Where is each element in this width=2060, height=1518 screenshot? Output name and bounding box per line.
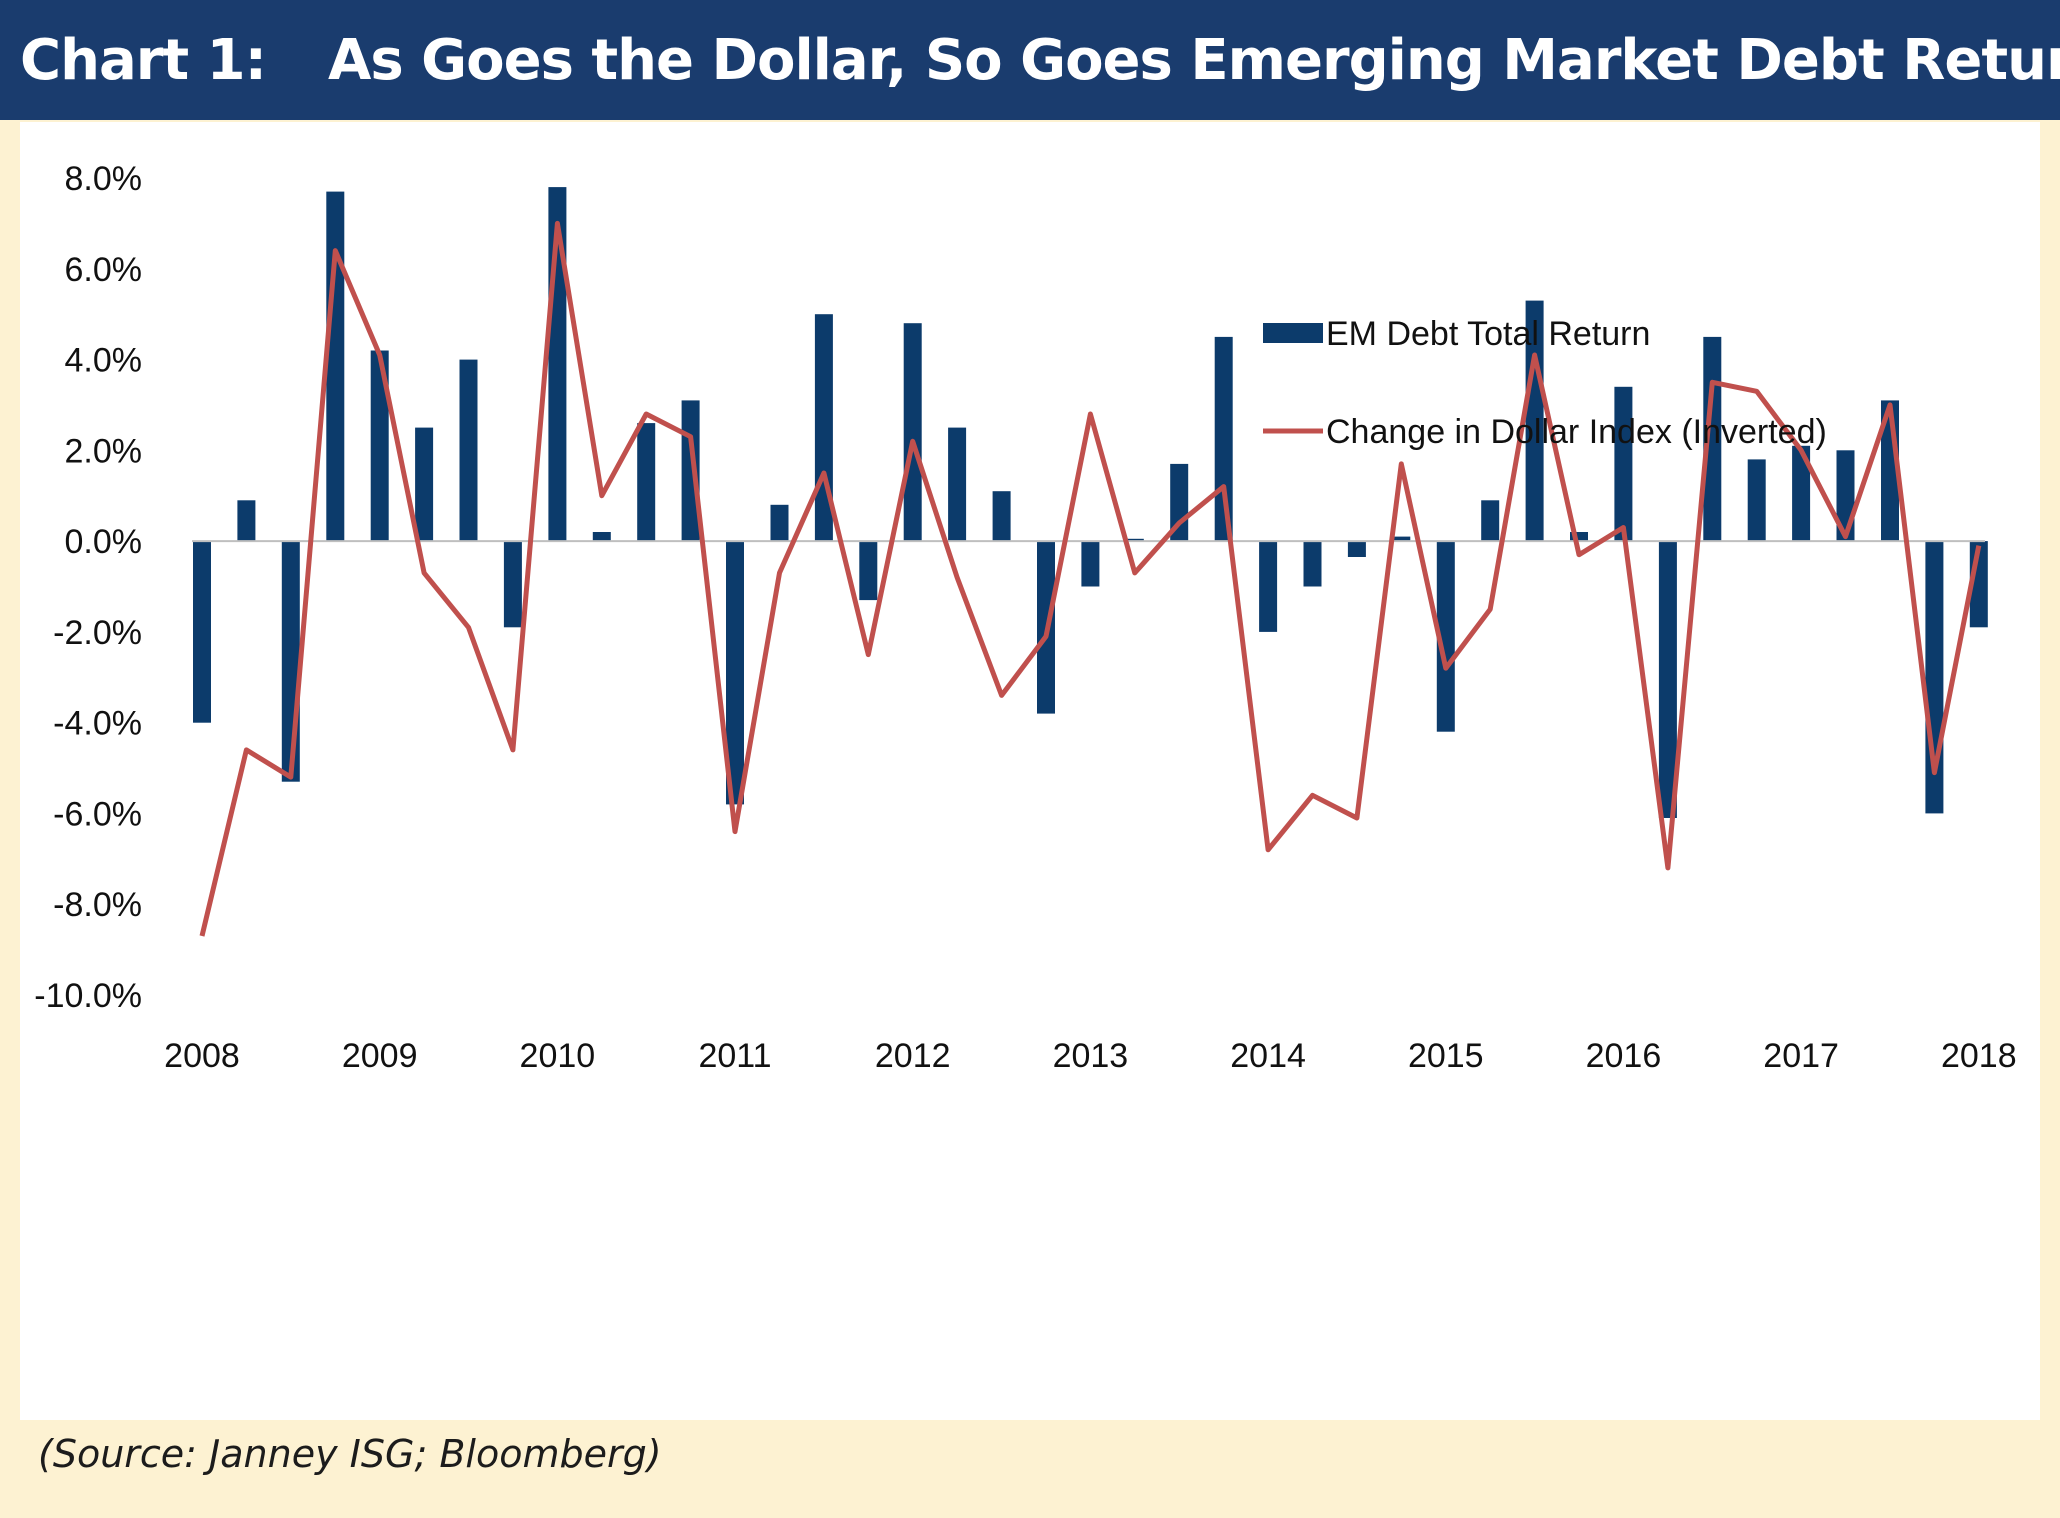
y-tick-label: -8.0% [53,886,142,924]
y-tick-label: -6.0% [53,795,142,833]
em-debt-bar [193,541,211,723]
y-tick-label: 2.0% [65,432,143,470]
plot-background [20,122,2040,1420]
em-debt-bar [326,191,345,542]
em-debt-bar [1081,541,1100,587]
em-debt-bar [1481,500,1500,542]
legend: EM Debt Total Return Change in Dollar In… [1263,315,1827,451]
y-axis: 8.0% 6.0% 4.0% 2.0% 0.0% -2.0% -4.0% -6.0% -8.0%… [34,160,142,1015]
em-debt-bar [1214,336,1233,542]
em-debt-bar [859,541,878,601]
em-debt-bar [1525,300,1544,542]
em-debt-bar [1703,336,1722,542]
x-tick-label: 2015 [1408,1037,1484,1075]
y-tick-label: 8.0% [65,160,143,198]
em-debt-bar [503,541,522,628]
em-debt-bar [1125,538,1144,542]
em-debt-bar [1347,541,1366,557]
em-debt-bar [1614,386,1633,542]
em-debt-bar [637,423,656,542]
chart-title: Chart 1: As Goes the Dollar, So Goes Eme… [0,0,2060,120]
y-tick-label: 6.0% [65,251,143,289]
em-debt-bar [415,427,434,542]
em-debt-bar [1259,541,1278,632]
y-tick-label: 4.0% [65,342,143,380]
em-debt-bar [726,541,744,805]
em-debt-bar [1392,536,1411,542]
em-debt-bar [903,323,922,542]
x-axis: 2008 2009 2010 2011 2012 2013 2014 2015 2016 2017… [164,1037,2016,1075]
x-tick-label: 2008 [164,1037,240,1075]
em-debt-bar [1792,445,1811,542]
y-tick-label: -10.0% [34,977,142,1015]
chart-number: Chart 1: [20,27,267,93]
x-tick-label: 2009 [342,1037,418,1075]
x-tick-label: 2012 [875,1037,951,1075]
x-tick-label: 2016 [1586,1037,1662,1075]
chart-title-text: As Goes the Dollar, So Goes Emerging Mar… [328,27,2060,93]
em-debt-bar [948,427,967,542]
em-debt-bar [1747,459,1766,542]
x-tick-label: 2013 [1053,1037,1129,1075]
legend-label-dollar-index: Change in Dollar Index (Inverted) [1326,413,1827,451]
dollar-index-line [199,220,1982,937]
x-tick-label: 2017 [1763,1037,1839,1075]
x-tick-label: 2011 [698,1037,771,1075]
em-debt-bar [281,541,300,782]
em-debt-bar [770,504,789,542]
em-debt-bar [992,491,1011,542]
em-debt-bar [592,532,611,542]
em-debt-bar [459,359,478,542]
y-tick-label: 0.0% [65,523,143,561]
y-tick-label: -2.0% [53,614,142,652]
source-note: (Source: Janney ISG; Bloomberg) [38,1432,662,1476]
em-debt-bar [237,500,256,542]
y-tick-label: -4.0% [53,705,142,743]
em-debt-bar [1658,541,1677,818]
em-debt-bar [370,350,389,542]
em-debt-bar [1570,532,1588,542]
legend-label-em-debt: EM Debt Total Return [1326,315,1650,353]
x-tick-label: 2014 [1230,1037,1306,1075]
x-tick-label: 2010 [520,1037,596,1075]
em-debt-bar [1436,541,1455,732]
x-tick-label: 2018 [1941,1037,2017,1075]
legend-swatch-em-debt [1263,323,1323,343]
chart: 8.0% 6.0% 4.0% 2.0% 0.0% -2.0% -4.0% -6.0% -8.0%… [20,122,2040,1420]
em-debt-bar [1303,541,1322,587]
